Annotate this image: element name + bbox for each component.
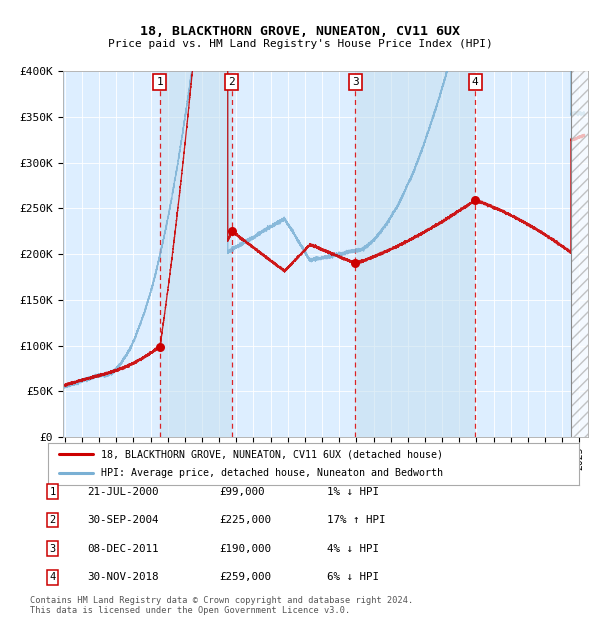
Text: 17% ↑ HPI: 17% ↑ HPI (327, 515, 386, 525)
Text: 2: 2 (229, 77, 235, 87)
Text: Contains HM Land Registry data © Crown copyright and database right 2024.
This d: Contains HM Land Registry data © Crown c… (30, 596, 413, 615)
Text: HPI: Average price, detached house, Nuneaton and Bedworth: HPI: Average price, detached house, Nune… (101, 469, 443, 479)
Text: 30-NOV-2018: 30-NOV-2018 (87, 572, 158, 582)
Text: 3: 3 (352, 77, 359, 87)
Text: 6% ↓ HPI: 6% ↓ HPI (327, 572, 379, 582)
Text: 18, BLACKTHORN GROVE, NUNEATON, CV11 6UX: 18, BLACKTHORN GROVE, NUNEATON, CV11 6UX (140, 25, 460, 38)
Text: 3: 3 (50, 544, 56, 554)
Text: £99,000: £99,000 (219, 487, 265, 497)
Text: £225,000: £225,000 (219, 515, 271, 525)
Bar (571, 71, 588, 437)
Text: 08-DEC-2011: 08-DEC-2011 (87, 544, 158, 554)
Bar (160, 71, 232, 437)
Text: Price paid vs. HM Land Registry's House Price Index (HPI): Price paid vs. HM Land Registry's House … (107, 39, 493, 49)
Text: 4: 4 (472, 77, 478, 87)
Text: 30-SEP-2004: 30-SEP-2004 (87, 515, 158, 525)
Text: £259,000: £259,000 (219, 572, 271, 582)
Text: 2: 2 (50, 515, 56, 525)
Text: 1% ↓ HPI: 1% ↓ HPI (327, 487, 379, 497)
Text: 18, BLACKTHORN GROVE, NUNEATON, CV11 6UX (detached house): 18, BLACKTHORN GROVE, NUNEATON, CV11 6UX… (101, 449, 443, 459)
Text: 21-JUL-2000: 21-JUL-2000 (87, 487, 158, 497)
Text: 4: 4 (50, 572, 56, 582)
Text: 1: 1 (157, 77, 163, 87)
Text: 1: 1 (50, 487, 56, 497)
Text: £190,000: £190,000 (219, 544, 271, 554)
Bar (355, 71, 475, 437)
Text: 4% ↓ HPI: 4% ↓ HPI (327, 544, 379, 554)
